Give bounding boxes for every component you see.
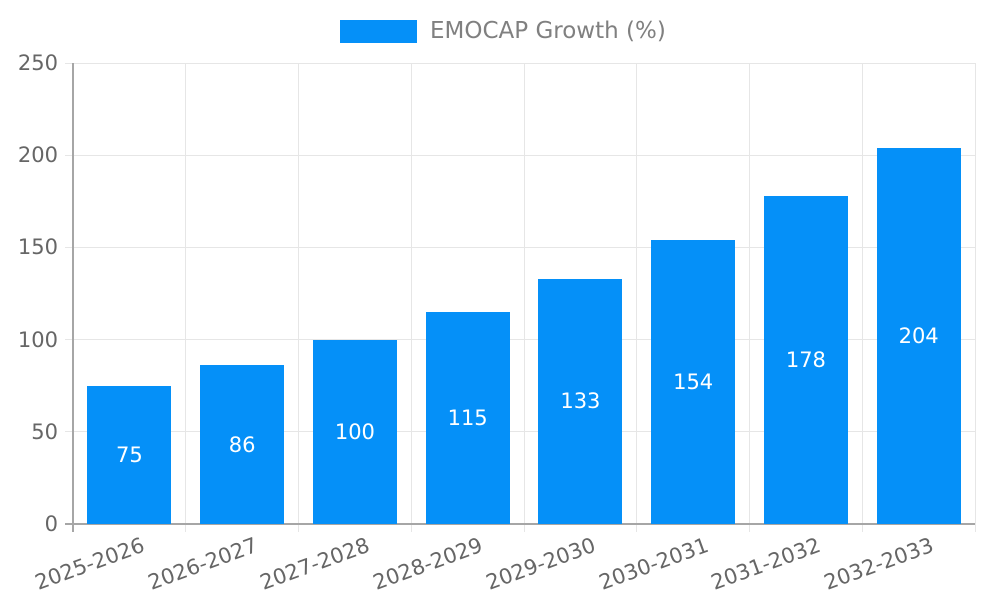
x-axis-tick-label: 2026-2027 [144,533,261,595]
gridline-vertical [185,63,187,532]
gridline-vertical [410,63,412,532]
legend-swatch [340,20,417,43]
gridline-horizontal [65,339,975,341]
gridline-vertical [523,63,525,532]
bar-value-label: 115 [447,405,488,430]
bar-2031-2032 [763,195,848,524]
bar-2030-2031 [651,240,736,524]
bar-2028-2029 [425,311,510,524]
gridline-horizontal [65,246,975,248]
x-axis-tick-label: 2031-2032 [708,533,825,595]
x-axis-tick-label: 2030-2031 [595,533,712,595]
bar-2027-2028 [312,339,397,524]
bar-value-label: 86 [228,432,256,457]
y-axis-tick-label: 150 [17,235,58,260]
gridline-vertical [636,63,638,532]
gridline-vertical [749,63,750,532]
x-axis-tick-label: 2032-2033 [821,533,937,595]
y-axis-tick-label: 200 [17,143,58,168]
bar-2032-2033 [876,147,961,524]
legend[interactable]: EMOCAP Growth (%) [340,20,666,43]
gridline-horizontal [65,154,975,156]
bar-value-label: 100 [334,419,375,444]
bar-value-label: 75 [116,442,143,467]
x-axis-tick-label: 2027-2028 [257,533,374,595]
bar-value-label: 204 [898,323,939,348]
y-axis-tick-label: 100 [17,327,58,352]
x-axis-tick-label: 2025-2026 [31,533,148,595]
gridline-vertical [861,63,863,532]
gridline-horizontal [65,62,975,64]
gridline-vertical [974,63,976,532]
x-axis-tick-label: 2029-2030 [482,533,599,595]
gridline-vertical [298,63,299,532]
y-axis-tick-label: 50 [31,419,58,444]
bar-2026-2027 [200,365,285,524]
bar-value-label: 133 [560,389,601,414]
x-axis-tick-label: 2028-2029 [370,533,486,595]
x-axis-line [65,523,975,525]
y-axis-tick-label: 250 [17,51,58,75]
y-axis-line [72,63,74,532]
bar-value-label: 178 [785,347,826,372]
bar-2029-2030 [538,278,623,524]
gridline-horizontal [65,431,975,433]
y-axis-tick-label: 0 [44,512,58,536]
legend-label: EMOCAP Growth (%) [430,18,666,44]
bar-value-label: 154 [673,370,714,394]
bar-2025-2026 [87,385,172,524]
